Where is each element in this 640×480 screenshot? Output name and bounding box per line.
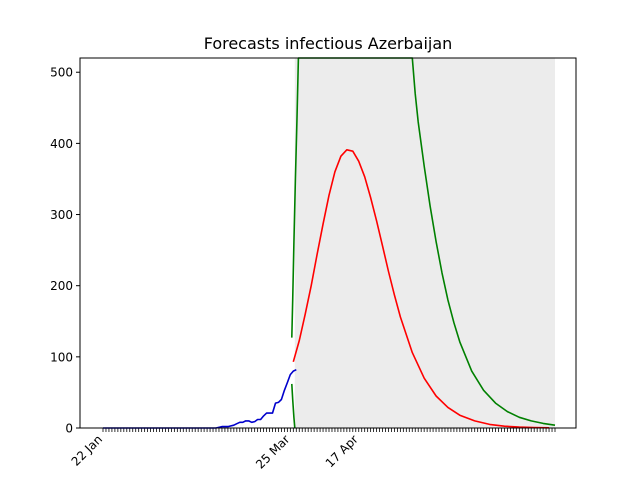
y-tick-label: 500 [50, 66, 73, 80]
chart-title: Forecasts infectious Azerbaijan [204, 34, 453, 53]
y-tick-label: 0 [65, 422, 73, 436]
series-line-observed [103, 368, 297, 429]
series-line-forecast-median [292, 149, 550, 429]
y-tick-label: 400 [50, 137, 73, 151]
forecast-band [294, 58, 555, 428]
series-line-forecast-upper-bound [291, 57, 556, 426]
y-tick-label: 200 [50, 279, 73, 293]
series-layer [103, 57, 556, 429]
y-tick-label: 100 [50, 350, 73, 364]
series-line-forecast-lower-bound [291, 383, 296, 429]
forecast-band-layer [294, 58, 555, 428]
plot-area-frame [79, 57, 577, 429]
y-tick-label: 300 [50, 208, 73, 222]
